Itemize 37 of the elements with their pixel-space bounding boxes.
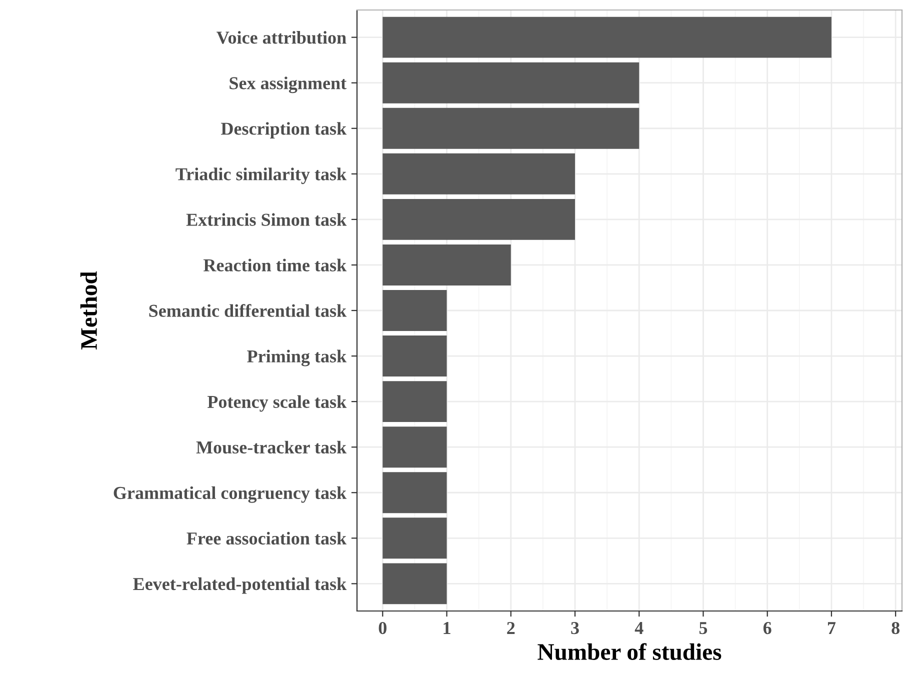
y-tick-label: Eevet-related-potential task bbox=[133, 577, 347, 594]
x-tick-label: 1 bbox=[444, 622, 450, 634]
x-tick-label: 8 bbox=[892, 622, 900, 634]
x-tick-label: 5 bbox=[699, 622, 708, 634]
bar bbox=[382, 290, 447, 331]
bar bbox=[382, 563, 447, 604]
bar bbox=[382, 518, 447, 559]
x-tick-label: 0 bbox=[378, 622, 386, 634]
y-axis-title: Method bbox=[80, 271, 97, 350]
y-tick-label: Semantic differential task bbox=[149, 304, 347, 317]
y-tick-label: Grammatical congruency task bbox=[114, 486, 347, 503]
x-tick-label: 7 bbox=[828, 622, 836, 634]
bar bbox=[382, 153, 575, 194]
bar bbox=[382, 381, 447, 422]
x-tick-label: 4 bbox=[634, 622, 644, 634]
x-tick-label: 2 bbox=[507, 622, 515, 634]
y-tick-label: Extrincis Simon task bbox=[186, 213, 347, 226]
bar bbox=[382, 108, 640, 149]
x-tick-label: 3 bbox=[571, 622, 579, 634]
y-tick-label: Free association task bbox=[186, 532, 347, 545]
y-tick-label: Description task bbox=[221, 122, 347, 138]
x-axis-title: Number of studies bbox=[538, 643, 722, 660]
y-tick-label: Reaction time task bbox=[203, 258, 347, 272]
y-tick-label: Triadic similarity task bbox=[176, 168, 347, 184]
bar bbox=[382, 426, 447, 468]
bar bbox=[382, 336, 447, 377]
y-tick-label: Potency scale task bbox=[207, 395, 347, 412]
bar bbox=[382, 244, 511, 286]
y-tick-label: Voice attribution bbox=[216, 31, 346, 44]
bar bbox=[382, 472, 447, 514]
x-tick-label: 6 bbox=[763, 622, 772, 634]
bar bbox=[382, 198, 575, 240]
bar bbox=[382, 16, 832, 58]
bar bbox=[382, 62, 640, 104]
y-tick-label: Sex assignment bbox=[230, 76, 347, 94]
y-tick-label: Mouse-tracker task bbox=[196, 440, 347, 454]
y-tick-label: Priming task bbox=[247, 350, 347, 366]
